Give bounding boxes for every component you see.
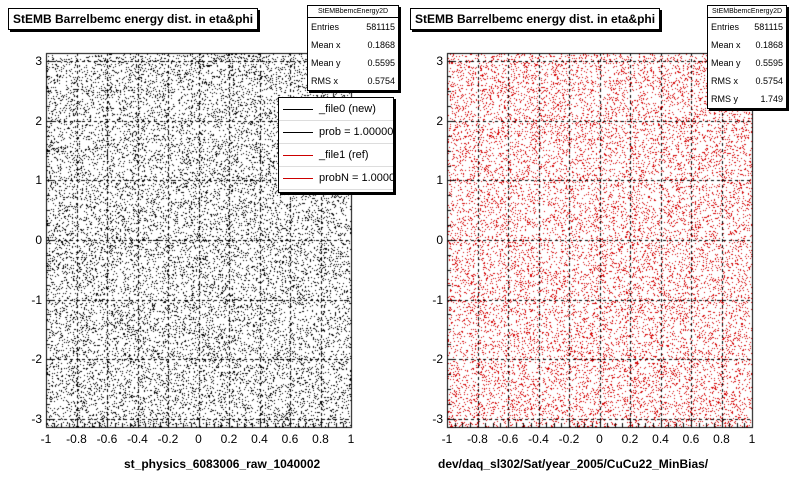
y-tick-label: 2: [436, 113, 443, 128]
y-tick-label: 0: [436, 233, 443, 247]
stats-value: 581115: [754, 22, 783, 32]
x-tick-label: -0.2: [558, 432, 580, 446]
stats-label: Mean x: [711, 40, 741, 50]
x-tick-label: -1: [40, 432, 52, 446]
x-tick-label: -1: [441, 432, 453, 446]
chart-title-left: StEMB Barrelbemc energy dist. in eta&phi: [8, 8, 259, 30]
x-tick-label: -0.4: [528, 432, 549, 446]
stats-value: 581115: [366, 22, 395, 32]
legend-box: _file0 (new) prob = 1.000000 _file1 (ref) p…: [278, 97, 394, 193]
stats-name-right: StEMBbemcEnergy2D: [708, 6, 786, 18]
x-tick-label: -0.4: [127, 432, 148, 446]
stats-row: Mean x 0.1868: [708, 36, 786, 54]
x-tick-label: 1: [748, 432, 756, 446]
legend-label: _file0 (new): [319, 103, 376, 115]
stats-label: Entries: [311, 22, 340, 32]
stats-row: Mean y 0.5595: [708, 54, 786, 72]
x-tick-label: -0.6: [497, 432, 519, 446]
stats-row: RMS x 0.5754: [308, 72, 398, 90]
x-tick-label: -0.6: [96, 432, 118, 446]
y-tick-label: -3: [31, 411, 42, 426]
stats-box-left: StEMBbemcEnergy2D Entries 581115 Mean x 0.1…: [307, 5, 399, 91]
legend-line-icon: [283, 154, 313, 156]
legend-entry: _file1 (ref): [279, 144, 393, 167]
stats-label: Mean x: [311, 40, 341, 50]
x-tick-label: 0.4: [652, 432, 669, 446]
x-tick-label: 0.6: [281, 432, 299, 446]
stats-label: Mean y: [311, 58, 341, 68]
x-tick-label: 0.8: [312, 432, 329, 446]
y-tick-label: 3: [35, 54, 42, 69]
legend-label: probN = 1.000000: [319, 172, 394, 184]
x-tick-label: -0.8: [66, 432, 87, 446]
stats-value: 0.5754: [367, 76, 395, 86]
x-tick-label: 0.6: [682, 432, 700, 446]
y-tick-label: 2: [35, 113, 42, 128]
legend-label: _file1 (ref): [319, 149, 369, 161]
stats-value: 0.5595: [367, 58, 395, 68]
legend-entry: prob = 1.000000: [279, 121, 393, 144]
stats-row: Entries 581115: [308, 18, 398, 36]
stats-value: 0.5754: [755, 76, 783, 86]
stats-row: Mean x 0.1868: [308, 36, 398, 54]
x-tick-label: 0.4: [251, 432, 268, 446]
stats-label: Mean y: [711, 58, 741, 68]
x-tick-label: 0.2: [621, 432, 639, 446]
stats-value: 0.1868: [367, 40, 395, 50]
x-tick-label: 0.2: [220, 432, 238, 446]
stats-row: RMS y 1.749: [708, 90, 786, 108]
stats-value: 0.1868: [755, 40, 783, 50]
x-axis-label-left: st_physics_6083006_raw_1040002: [124, 457, 321, 471]
stats-row: Mean y 0.5595: [308, 54, 398, 72]
stats-name-left: StEMBbemcEnergy2D: [308, 6, 398, 18]
y-tick-label: -2: [432, 352, 443, 367]
y-tick-label: -3: [432, 411, 443, 426]
y-tick-label: 1: [436, 173, 443, 188]
legend-entry: _file0 (new): [279, 98, 393, 121]
legend-line-icon: [283, 108, 313, 110]
stats-value: 0.5595: [755, 58, 783, 68]
y-tick-label: 1: [35, 173, 42, 188]
x-tick-label: -0.2: [157, 432, 179, 446]
y-tick-label: -2: [31, 352, 42, 367]
y-tick-label: 0: [35, 233, 42, 247]
stats-row: Entries 581115: [708, 18, 786, 36]
stats-label: RMS x: [711, 76, 738, 86]
y-tick-label: -1: [432, 292, 443, 307]
legend-line-icon: [283, 177, 313, 179]
legend-label: prob = 1.000000: [319, 126, 394, 138]
chart-title-right: StEMB Barrelbemc energy dist. in eta&phi: [410, 8, 661, 30]
x-tick-label: 1: [347, 432, 355, 446]
x-tick-label: 0: [195, 432, 202, 446]
stats-label: RMS y: [711, 94, 738, 104]
legend-line-icon: [283, 131, 313, 133]
stats-value: 1.749: [760, 94, 783, 104]
x-axis-label-right: dev/daq_sl302/Sat/year_2005/CuCu22_MinBi…: [438, 457, 709, 471]
x-tick-label: -0.8: [467, 432, 488, 446]
x-tick-label: 0.8: [713, 432, 730, 446]
x-tick-label: 0: [596, 432, 603, 446]
legend-entry: probN = 1.000000: [279, 167, 393, 190]
stats-label: Entries: [711, 22, 740, 32]
stats-row: RMS x 0.5754: [708, 72, 786, 90]
y-tick-label: 3: [436, 54, 443, 69]
stats-label: RMS x: [311, 76, 338, 86]
y-tick-label: -1: [31, 292, 42, 307]
stats-box-right: StEMBbemcEnergy2D Entries 581115 Mean x 0.1…: [707, 5, 787, 109]
